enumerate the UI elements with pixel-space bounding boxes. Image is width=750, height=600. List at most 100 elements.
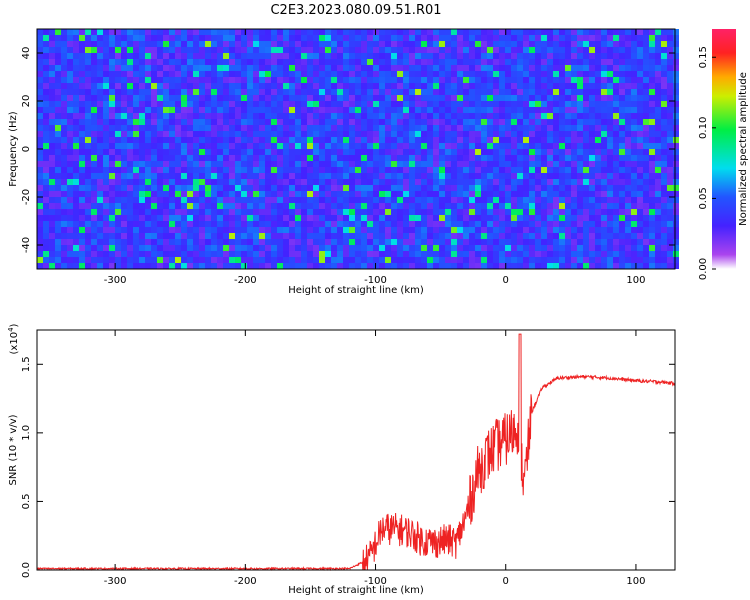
heatmap-cell [595, 89, 601, 95]
heatmap-cell [577, 179, 583, 185]
heatmap-cell [421, 77, 427, 83]
heatmap-cell [571, 179, 577, 185]
heatmap-cell [481, 245, 487, 251]
heatmap-cell [457, 179, 463, 185]
heatmap-cell [133, 203, 139, 209]
heatmap-cell [547, 149, 553, 155]
heatmap-cell [529, 167, 535, 173]
heatmap-cell [613, 107, 619, 113]
heatmap-cell [319, 119, 325, 125]
heatmap-cell [475, 77, 481, 83]
heatmap-cell [397, 179, 403, 185]
heatmap-cell [523, 41, 529, 47]
heatmap-cell [439, 113, 445, 119]
heatmap-cell [253, 137, 259, 143]
heatmap-cell [163, 89, 169, 95]
heatmap-cell [139, 245, 145, 251]
heatmap-cell [265, 101, 271, 107]
heatmap-cell [271, 209, 277, 215]
heatmap-cell [349, 161, 355, 167]
heatmap-cell [529, 257, 535, 263]
heatmap-cell [169, 71, 175, 77]
heatmap-cell [367, 137, 373, 143]
heatmap-cell [349, 65, 355, 71]
heatmap-cell [67, 71, 73, 77]
heatmap-cell [235, 131, 241, 137]
heatmap-cell [247, 251, 253, 257]
heatmap-cell [565, 125, 571, 131]
heatmap-cell [175, 173, 181, 179]
heatmap-cell [151, 107, 157, 113]
heatmap-cell [343, 227, 349, 233]
heatmap-cell [547, 83, 553, 89]
heatmap-cell [493, 77, 499, 83]
heatmap-cell [421, 89, 427, 95]
heatmap-cell [523, 203, 529, 209]
heatmap-cell [415, 143, 421, 149]
heatmap-cell [625, 209, 631, 215]
heatmap-cell [529, 71, 535, 77]
heatmap-cell [673, 239, 679, 245]
heatmap-cell [193, 125, 199, 131]
heatmap-cell [151, 53, 157, 59]
heatmap-cell [373, 197, 379, 203]
heatmap-cell [301, 239, 307, 245]
heatmap-cell [625, 149, 631, 155]
heatmap-cell [247, 239, 253, 245]
heatmap-cell [61, 71, 67, 77]
heatmap-cell [37, 167, 43, 173]
heatmap-cell [529, 59, 535, 65]
heatmap-cell [421, 179, 427, 185]
heatmap-cell [349, 107, 355, 113]
heatmap-cell [73, 209, 79, 215]
heatmap-cell [241, 251, 247, 257]
heatmap-cell [511, 251, 517, 257]
heatmap-cell [235, 119, 241, 125]
heatmap-cell [517, 233, 523, 239]
heatmap-cell [265, 83, 271, 89]
heatmap-cell [295, 191, 301, 197]
heatmap-cell [673, 233, 679, 239]
heatmap-cell [277, 29, 283, 35]
heatmap-cell [379, 65, 385, 71]
heatmap-cell [109, 227, 115, 233]
heatmap-cell [433, 185, 439, 191]
heatmap-cell [511, 245, 517, 251]
heatmap-cell [259, 53, 265, 59]
heatmap-cell [37, 233, 43, 239]
heatmap-cell [649, 95, 655, 101]
heatmap-cell [469, 185, 475, 191]
heatmap-cell [67, 125, 73, 131]
heatmap-cell [163, 137, 169, 143]
heatmap-cell [91, 71, 97, 77]
heatmap-cell [331, 89, 337, 95]
heatmap-cell [121, 77, 127, 83]
heatmap-cell [373, 137, 379, 143]
heatmap-cell [289, 113, 295, 119]
heatmap-cell [409, 137, 415, 143]
heatmap-cell [91, 263, 97, 269]
heatmap-cell [553, 113, 559, 119]
heatmap-cell [229, 143, 235, 149]
heatmap-cell [667, 47, 673, 53]
heatmap-cell [193, 179, 199, 185]
heatmap-cell [115, 59, 121, 65]
heatmap-cell [103, 203, 109, 209]
heatmap-cell [97, 245, 103, 251]
heatmap-cell [451, 125, 457, 131]
heatmap-cell [361, 137, 367, 143]
heatmap-cell [595, 215, 601, 221]
heatmap-cell [643, 155, 649, 161]
heatmap-cell [445, 185, 451, 191]
heatmap-cell [667, 215, 673, 221]
heatmap-cell [409, 53, 415, 59]
heatmap-cell [259, 143, 265, 149]
heatmap-cell [439, 167, 445, 173]
heatmap-cell [433, 245, 439, 251]
heatmap-cell [283, 191, 289, 197]
heatmap-cell [559, 191, 565, 197]
heatmap-cell [139, 161, 145, 167]
heatmap-cell [607, 53, 613, 59]
heatmap-cell [625, 35, 631, 41]
heatmap-cell [37, 95, 43, 101]
